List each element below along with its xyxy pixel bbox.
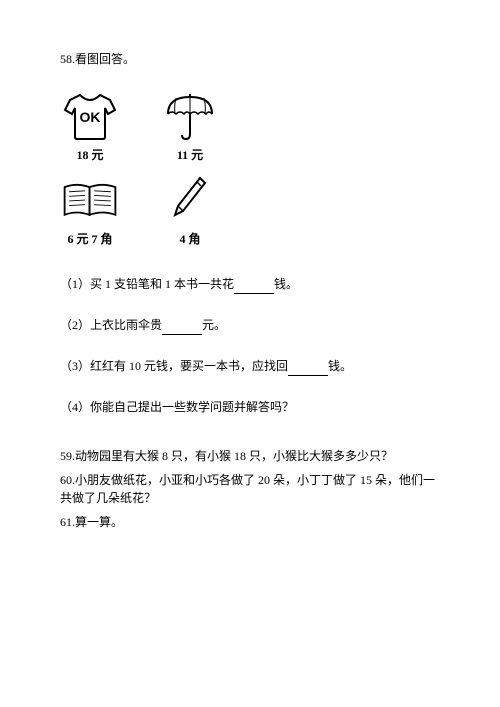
- sub-question-4: （4）你能自己提出一些数学问题并解答吗？: [60, 398, 440, 417]
- blank-2: [162, 321, 202, 335]
- question-59: 59.动物园里有大猴 8 只，有小猴 18 只，小猴比大猴多多少只？: [60, 447, 440, 465]
- svg-text:OK: OK: [80, 109, 101, 125]
- sub2-text-a: （2）上衣比雨伞贵: [60, 318, 162, 332]
- sub1-text-a: （1）买 1 支铅笔和 1 本书一共花: [60, 277, 234, 291]
- items-row-2: 6 元 7 角 4 角: [60, 173, 440, 249]
- item-shirt: OK 18 元: [60, 89, 120, 165]
- sub-question-2: （2）上衣比雨伞贵 元。: [60, 316, 440, 335]
- book-icon: [60, 173, 120, 228]
- sub2-text-b: 元。: [202, 318, 226, 332]
- item-pencil: 4 角: [160, 173, 220, 249]
- shirt-icon: OK: [60, 89, 120, 144]
- sub1-text-b: 钱。: [274, 277, 298, 291]
- items-grid: OK 18 元 11 元: [60, 89, 440, 249]
- sub-question-1: （1）买 1 支铅笔和 1 本书一共花 钱。: [60, 275, 440, 294]
- sub3-text-b: 钱。: [328, 359, 352, 373]
- sub3-text-a: （3）红红有 10 元钱，要买一本书，应找回: [60, 359, 288, 373]
- umbrella-price: 11 元: [177, 146, 203, 165]
- pencil-icon: [160, 173, 220, 228]
- question-61: 61.算一算。: [60, 513, 440, 531]
- items-row-1: OK 18 元 11 元: [60, 89, 440, 165]
- item-umbrella: 11 元: [160, 89, 220, 165]
- umbrella-icon: [160, 89, 220, 144]
- sub-question-3: （3）红红有 10 元钱，要买一本书，应找回 钱。: [60, 357, 440, 376]
- shirt-price: 18 元: [76, 146, 103, 165]
- pencil-price: 4 角: [179, 230, 200, 249]
- blank-1: [234, 280, 274, 294]
- book-price: 6 元 7 角: [67, 230, 112, 249]
- question-60: 60.小朋友做纸花，小亚和小巧各做了 20 朵，小丁丁做了 15 朵，他们一共做…: [60, 471, 440, 507]
- question-58-title: 58.看图回答。: [60, 50, 440, 69]
- item-book: 6 元 7 角: [60, 173, 120, 249]
- blank-3: [288, 362, 328, 376]
